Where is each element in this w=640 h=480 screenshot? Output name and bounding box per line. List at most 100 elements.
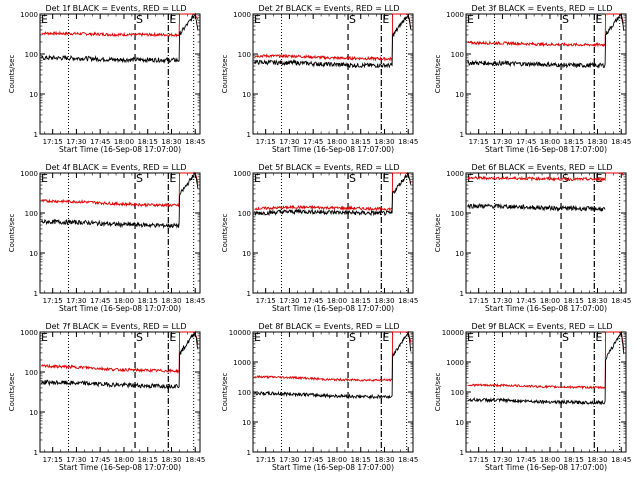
x-tick-label: 18:30 — [161, 297, 181, 305]
y-tick-label: 1 — [247, 131, 251, 139]
x-tick-label: 17:15 — [256, 456, 276, 464]
events-series-line — [467, 12, 625, 69]
x-tick-label: 17:45 — [90, 297, 110, 305]
x-axis-label: Start Time (16-Sep-08 17:07:00) — [272, 304, 394, 313]
lld-series-line — [254, 331, 412, 382]
x-tick-label: 18:45 — [185, 297, 205, 305]
y-axis-label: Counts/sec — [221, 55, 229, 94]
y-axis-label: Counts/sec — [434, 214, 442, 253]
x-tick-label: 18:45 — [398, 297, 418, 305]
y-tick-label: 10000 — [229, 329, 251, 337]
x-tick-label: 18:00 — [327, 456, 347, 464]
x-tick-label: 18:30 — [374, 138, 394, 146]
y-tick-label: 100 — [25, 369, 38, 377]
y-axis-label: Counts/sec — [8, 373, 16, 412]
panel-title: Det 3f BLACK = Events, RED = LLD — [471, 4, 612, 13]
x-tick-label: 17:30 — [66, 297, 86, 305]
x-tick-label: 17:15 — [469, 138, 489, 146]
event-marker-label: E — [382, 172, 389, 185]
panel-title: Det 9f BLACK = Events, RED = LLD — [471, 322, 612, 331]
x-tick-label: 17:30 — [279, 297, 299, 305]
event-marker-label: E — [254, 331, 261, 344]
y-tick-label: 1000 — [446, 170, 464, 178]
events-series-line — [467, 331, 625, 406]
plot-frame — [39, 331, 201, 453]
y-tick-label: 1000 — [446, 11, 464, 19]
x-axis-label: Start Time (16-Sep-08 17:07:00) — [485, 304, 607, 313]
panel-title: Det 8f BLACK = Events, RED = LLD — [258, 322, 399, 331]
x-tick-label: 17:30 — [66, 456, 86, 464]
y-tick-label: 1000 — [233, 170, 251, 178]
x-tick-label: 17:45 — [516, 456, 536, 464]
x-axis-label: Start Time (16-Sep-08 17:07:00) — [272, 463, 394, 472]
event-marker-label: E — [467, 331, 474, 344]
x-tick-label: 18:15 — [138, 456, 158, 464]
lld-series-line — [467, 172, 625, 182]
y-tick-label: 1 — [34, 131, 38, 139]
detector-panel-9: Det 9f BLACK = Events, RED = LLD 1 10 100 10… — [434, 322, 631, 472]
x-tick-label: 17:30 — [492, 456, 512, 464]
panel-title: Det 2f BLACK = Events, RED = LLD — [258, 4, 399, 13]
lld-series-line — [467, 331, 625, 391]
x-tick-label: 17:15 — [43, 138, 63, 146]
event-marker-label: S — [349, 172, 356, 185]
x-axis-label: Start Time (16-Sep-08 17:07:00) — [59, 463, 181, 472]
x-tick-label: 17:30 — [492, 297, 512, 305]
x-axis-label: Start Time (16-Sep-08 17:07:00) — [272, 145, 394, 154]
panel-title: Det 7f BLACK = Events, RED = LLD — [45, 322, 186, 331]
x-tick-label: 18:30 — [587, 297, 607, 305]
x-tick-label: 18:45 — [398, 138, 418, 146]
event-marker-label: E — [595, 331, 602, 344]
x-tick-label: 17:15 — [256, 297, 276, 305]
plot-frame — [465, 331, 627, 453]
event-marker-label: E — [41, 331, 48, 344]
x-tick-label: 17:15 — [469, 456, 489, 464]
x-tick-label: 18:45 — [611, 297, 631, 305]
x-tick-label: 17:45 — [303, 456, 323, 464]
event-marker-label: E — [382, 331, 389, 344]
x-tick-label: 18:00 — [114, 456, 134, 464]
x-tick-label: 17:15 — [43, 297, 63, 305]
y-tick-label: 100 — [25, 210, 38, 218]
x-tick-label: 17:45 — [303, 297, 323, 305]
x-tick-label: 18:45 — [185, 138, 205, 146]
detector-panel-5: Det 5f BLACK = Events, RED = LLD 1 10 100 10… — [221, 163, 418, 313]
y-tick-label: 1000 — [233, 11, 251, 19]
plot-frame — [252, 13, 414, 135]
panel-title: Det 6f BLACK = Events, RED = LLD — [471, 163, 612, 172]
x-tick-label: 17:45 — [90, 138, 110, 146]
event-marker-label: S — [136, 331, 143, 344]
x-tick-label: 17:45 — [303, 138, 323, 146]
x-tick-label: 18:00 — [327, 138, 347, 146]
y-tick-label: 1000 — [446, 359, 464, 367]
y-tick-label: 10 — [29, 91, 38, 99]
y-tick-label: 10 — [242, 250, 251, 258]
y-tick-label: 100 — [451, 51, 464, 59]
x-tick-label: 17:45 — [516, 297, 536, 305]
x-tick-label: 17:30 — [279, 456, 299, 464]
y-tick-label: 1 — [460, 131, 464, 139]
event-marker-label: E — [595, 13, 602, 26]
y-tick-label: 10 — [455, 250, 464, 258]
x-tick-label: 17:30 — [279, 138, 299, 146]
detector-panel-7: Det 7f BLACK = Events, RED = LLD 1 10 100 10… — [8, 322, 205, 472]
x-tick-label: 18:45 — [398, 456, 418, 464]
plot-frame — [39, 172, 201, 294]
y-axis-label: Counts/sec — [221, 373, 229, 412]
event-marker-label: S — [349, 331, 356, 344]
lld-series-line — [41, 13, 199, 38]
x-tick-label: 18:00 — [540, 456, 560, 464]
events-series-line — [254, 13, 412, 69]
event-marker-label: E — [467, 172, 474, 185]
events-series-line — [41, 330, 199, 390]
lld-series-line — [467, 13, 625, 48]
y-tick-label: 10 — [29, 409, 38, 417]
x-tick-label: 18:30 — [374, 297, 394, 305]
y-axis-label: Counts/sec — [8, 55, 16, 94]
y-tick-label: 100 — [238, 210, 251, 218]
y-tick-label: 10 — [242, 91, 251, 99]
x-tick-label: 17:30 — [66, 138, 86, 146]
y-tick-label: 1 — [34, 449, 38, 457]
lld-series-line — [41, 331, 199, 375]
x-tick-label: 17:45 — [90, 456, 110, 464]
